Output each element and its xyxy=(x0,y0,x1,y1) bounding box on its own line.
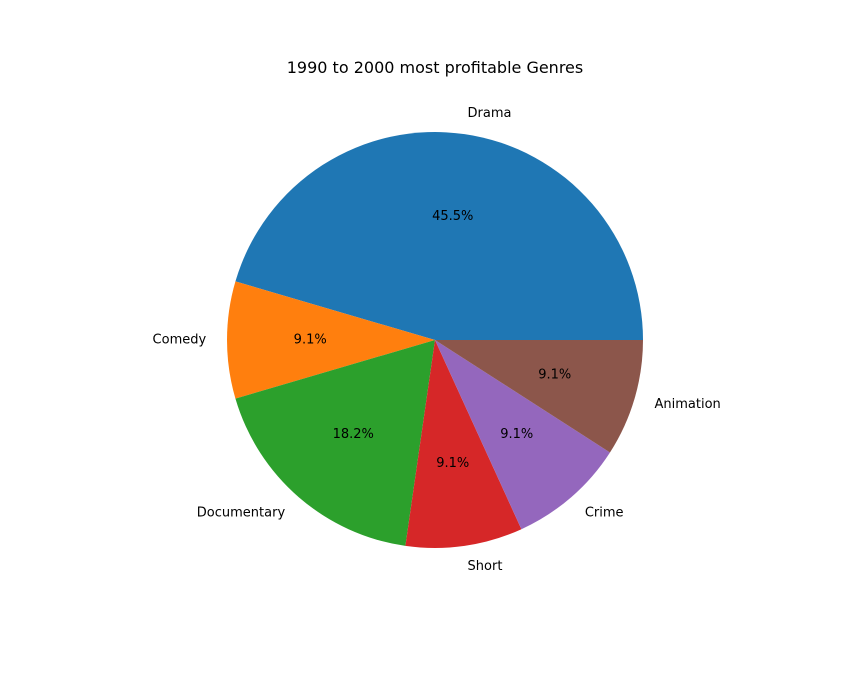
pie-slice-drama xyxy=(235,132,643,340)
percent-label-crime: 9.1% xyxy=(500,427,533,442)
chart-title: 1990 to 2000 most profitable Genres xyxy=(287,58,583,77)
pie-slice-comedy xyxy=(227,281,435,399)
percent-label-animation: 9.1% xyxy=(538,368,571,383)
pie-slice-documentary xyxy=(235,340,435,546)
percent-labels: 45.5% 9.1% 18.2% 9.1% 9.1% 9.1% xyxy=(294,209,572,471)
percent-label-drama: 45.5% xyxy=(432,209,473,224)
pie-slice-short xyxy=(405,340,522,548)
percent-label-documentary: 18.2% xyxy=(333,427,374,442)
category-label-documentary: Documentary xyxy=(197,505,286,520)
pie-slices xyxy=(227,132,643,548)
category-label-drama: Drama xyxy=(468,106,512,121)
pie-slice-animation xyxy=(435,340,643,453)
category-label-crime: Crime xyxy=(585,505,624,520)
category-label-comedy: Comedy xyxy=(153,333,207,348)
category-labels: Drama Comedy Documentary Short Crime Animatio… xyxy=(153,106,721,574)
pie-slice-crime xyxy=(435,340,610,530)
category-label-animation: Animation xyxy=(655,397,721,412)
percent-label-comedy: 9.1% xyxy=(294,333,327,348)
category-label-short: Short xyxy=(468,559,503,574)
percent-label-short: 9.1% xyxy=(436,456,469,471)
